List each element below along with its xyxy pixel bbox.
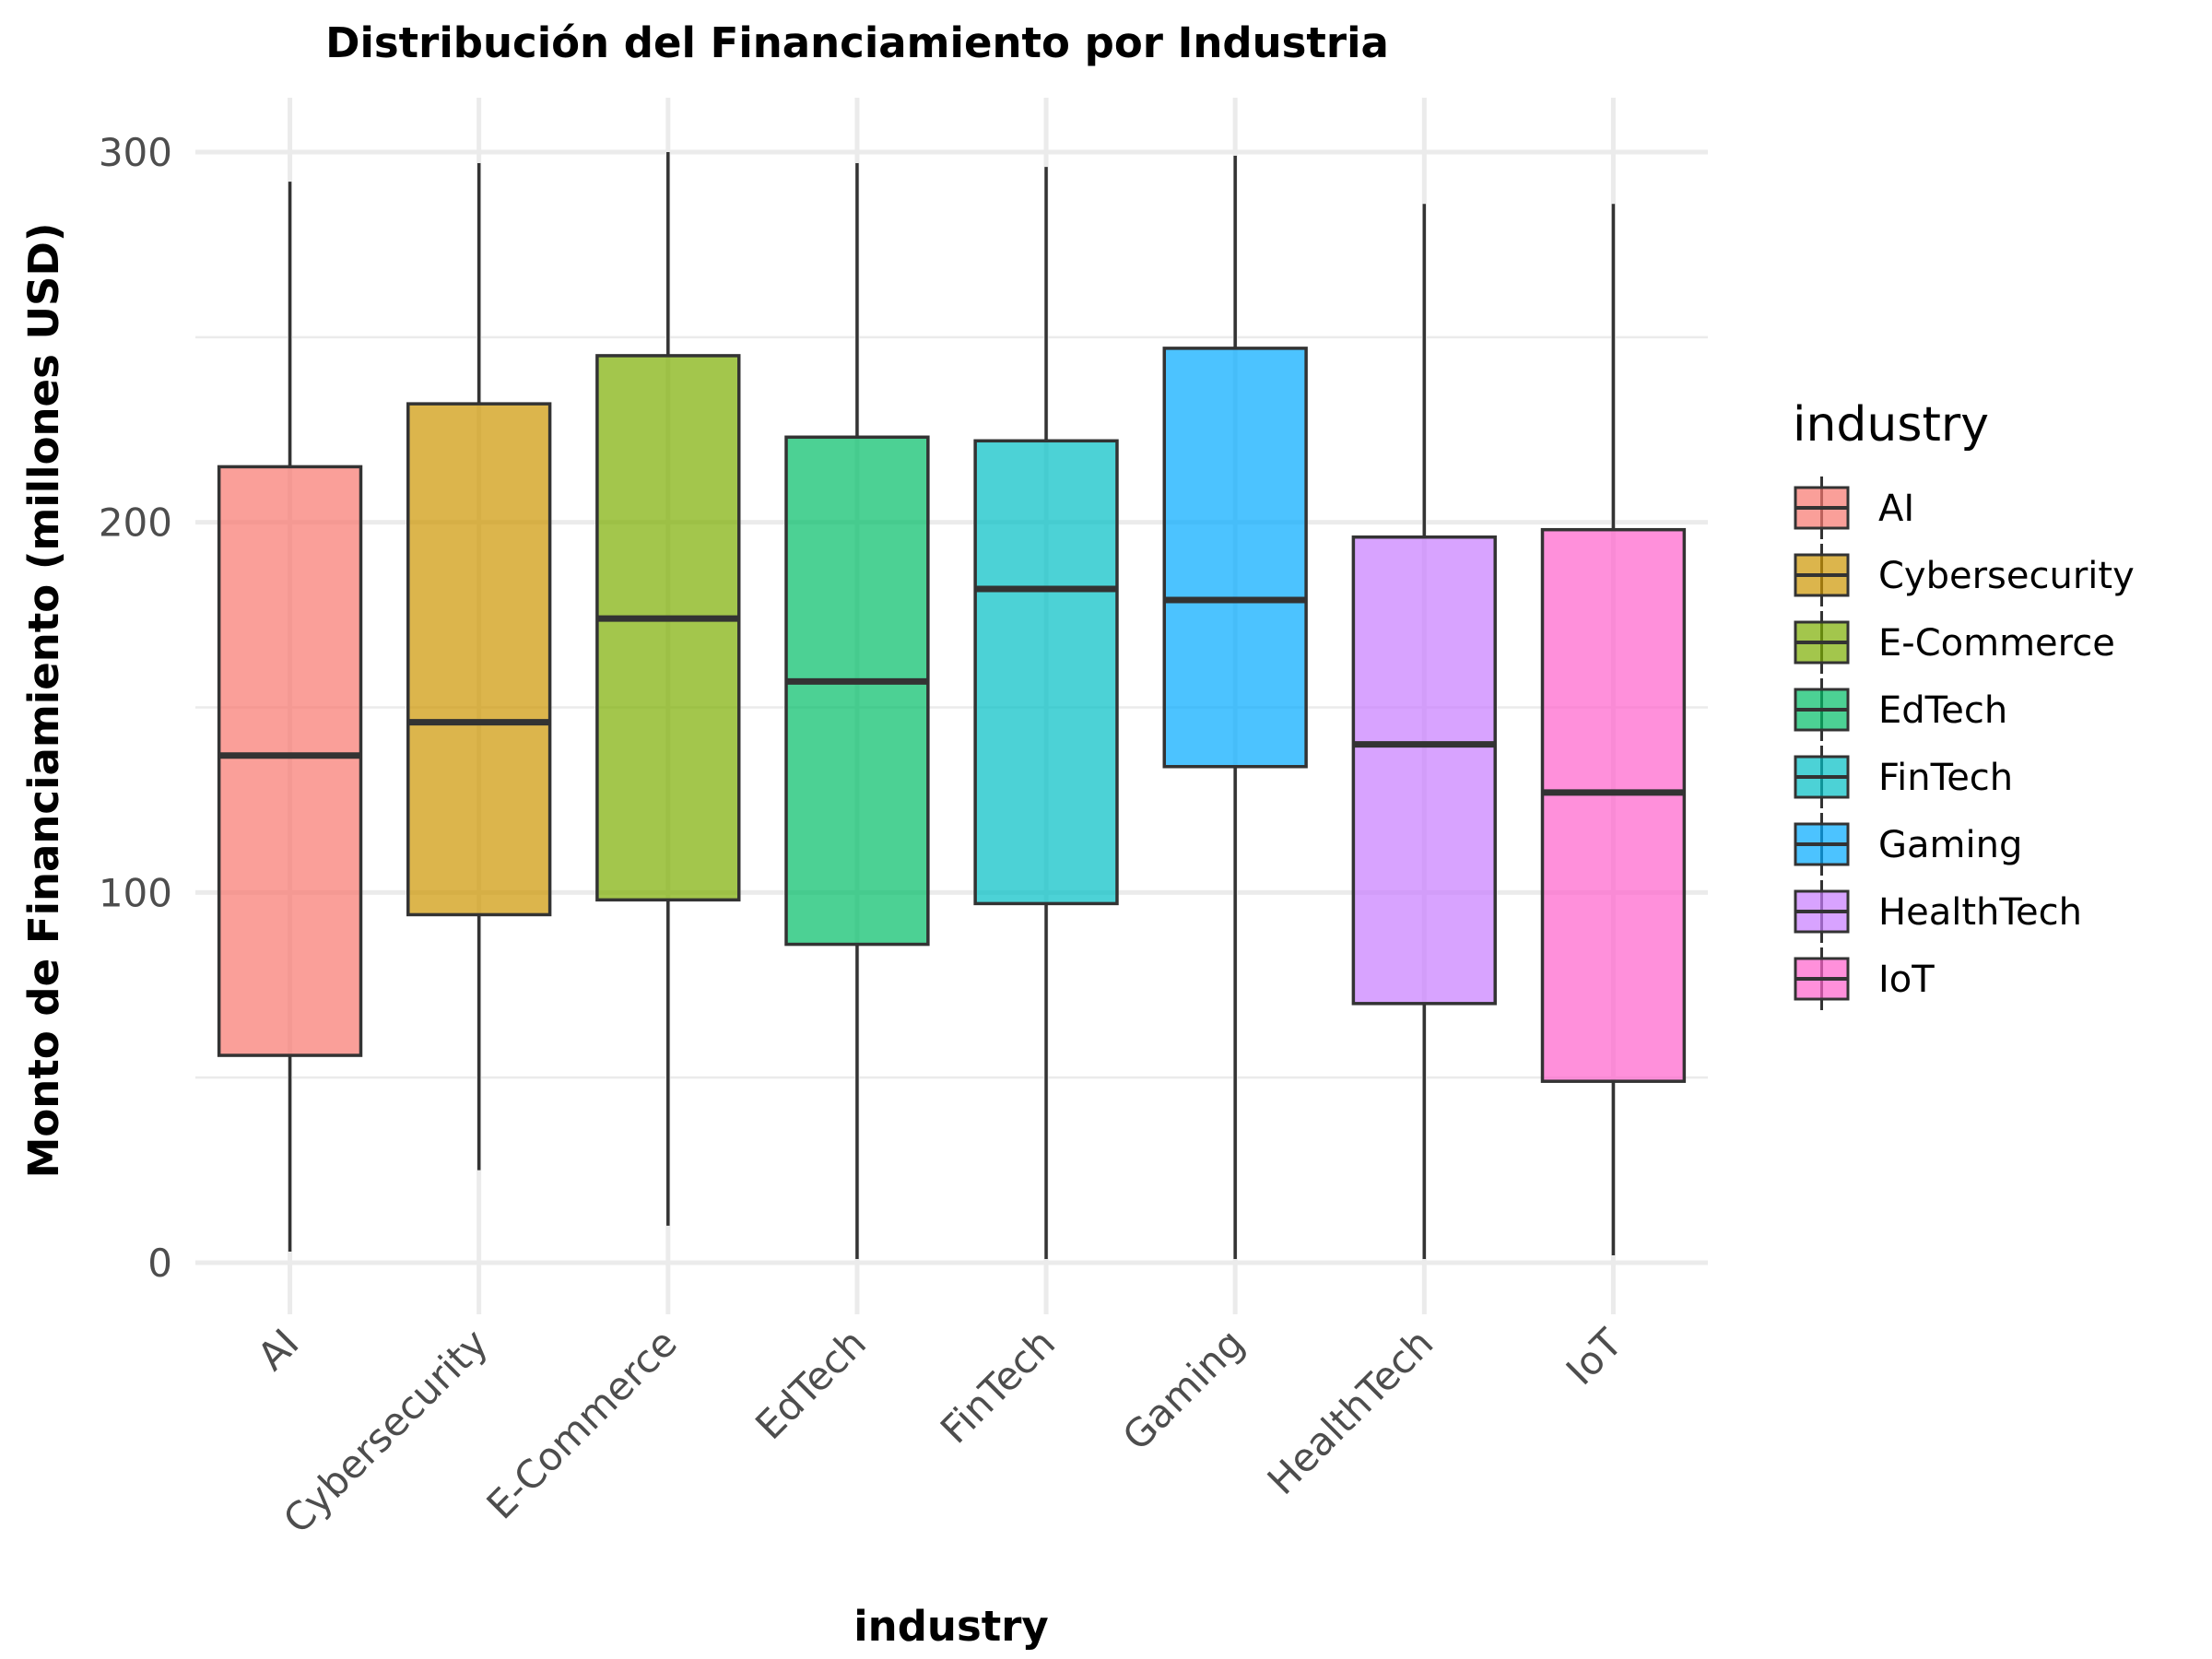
legend-item-edtech: EdTech — [1794, 678, 2007, 741]
box — [217, 465, 363, 1057]
legend-item-e-commerce: E-Commerce — [1794, 611, 2115, 674]
legend-item-healthtech: HealthTech — [1794, 880, 2082, 943]
x-tick-label: Gaming — [1114, 1320, 1253, 1459]
y-tick-label: 300 — [99, 130, 172, 175]
legend-label: IoT — [1878, 959, 1935, 1001]
legend-title: industry — [1793, 397, 1989, 453]
y-tick-label: 100 — [99, 870, 172, 915]
legend-label: Cybersecurity — [1878, 555, 2135, 597]
legend-item-ai: AI — [1794, 477, 1914, 539]
y-axis-title: Monto de Financiamiento (millones USD) — [19, 223, 68, 1179]
boxplot-e-commerce — [595, 152, 741, 1226]
boxplot-gaming — [1162, 156, 1308, 1259]
box — [1540, 527, 1687, 1083]
x-tick-label: AI — [249, 1320, 308, 1379]
legend-label: E-Commerce — [1878, 622, 2115, 665]
box — [973, 439, 1119, 906]
box — [406, 402, 552, 917]
x-tick-label: EdTech — [747, 1320, 875, 1448]
boxplot-ai — [217, 182, 363, 1252]
x-tick-label: IoT — [1558, 1320, 1631, 1394]
x-tick-label: HealthTech — [1259, 1320, 1442, 1503]
box — [1162, 347, 1308, 769]
legend-item-fintech: FinTech — [1794, 746, 2013, 808]
boxplots — [217, 152, 1687, 1259]
legend-label: FinTech — [1878, 757, 2013, 799]
legend-label: EdTech — [1878, 689, 2007, 732]
x-tick-label: FinTech — [932, 1320, 1064, 1452]
legend-item-cybersecurity: Cybersecurity — [1794, 544, 2135, 606]
box — [595, 354, 741, 902]
boxplot-healthtech — [1351, 204, 1497, 1259]
x-tick-label: Cybersecurity — [275, 1320, 497, 1542]
legend-label: AI — [1878, 488, 1914, 530]
y-tick-label: 0 — [147, 1241, 172, 1286]
boxplot-edtech — [784, 163, 930, 1259]
y-axis: 0 100 200 300 — [99, 130, 172, 1286]
chart-title: Distribución del Financiamiento por Indu… — [325, 18, 1389, 67]
legend-label: Gaming — [1878, 824, 2022, 866]
boxplot-cybersecurity — [406, 163, 552, 1171]
boxplot-fintech — [973, 167, 1119, 1259]
y-tick-label: 200 — [99, 500, 172, 546]
x-tick-label: E-Commerce — [478, 1320, 686, 1527]
legend: industry AI Cybersecurity E-Commerce EdTech… — [1793, 397, 2135, 1010]
legend-item-iot: IoT — [1794, 947, 1935, 1010]
x-axis-title: industry — [853, 1602, 1049, 1651]
boxplot-iot — [1540, 204, 1687, 1255]
legend-label: HealthTech — [1878, 891, 2082, 934]
box — [1351, 535, 1497, 1006]
legend-item-gaming: Gaming — [1794, 813, 2022, 876]
box — [784, 435, 930, 947]
